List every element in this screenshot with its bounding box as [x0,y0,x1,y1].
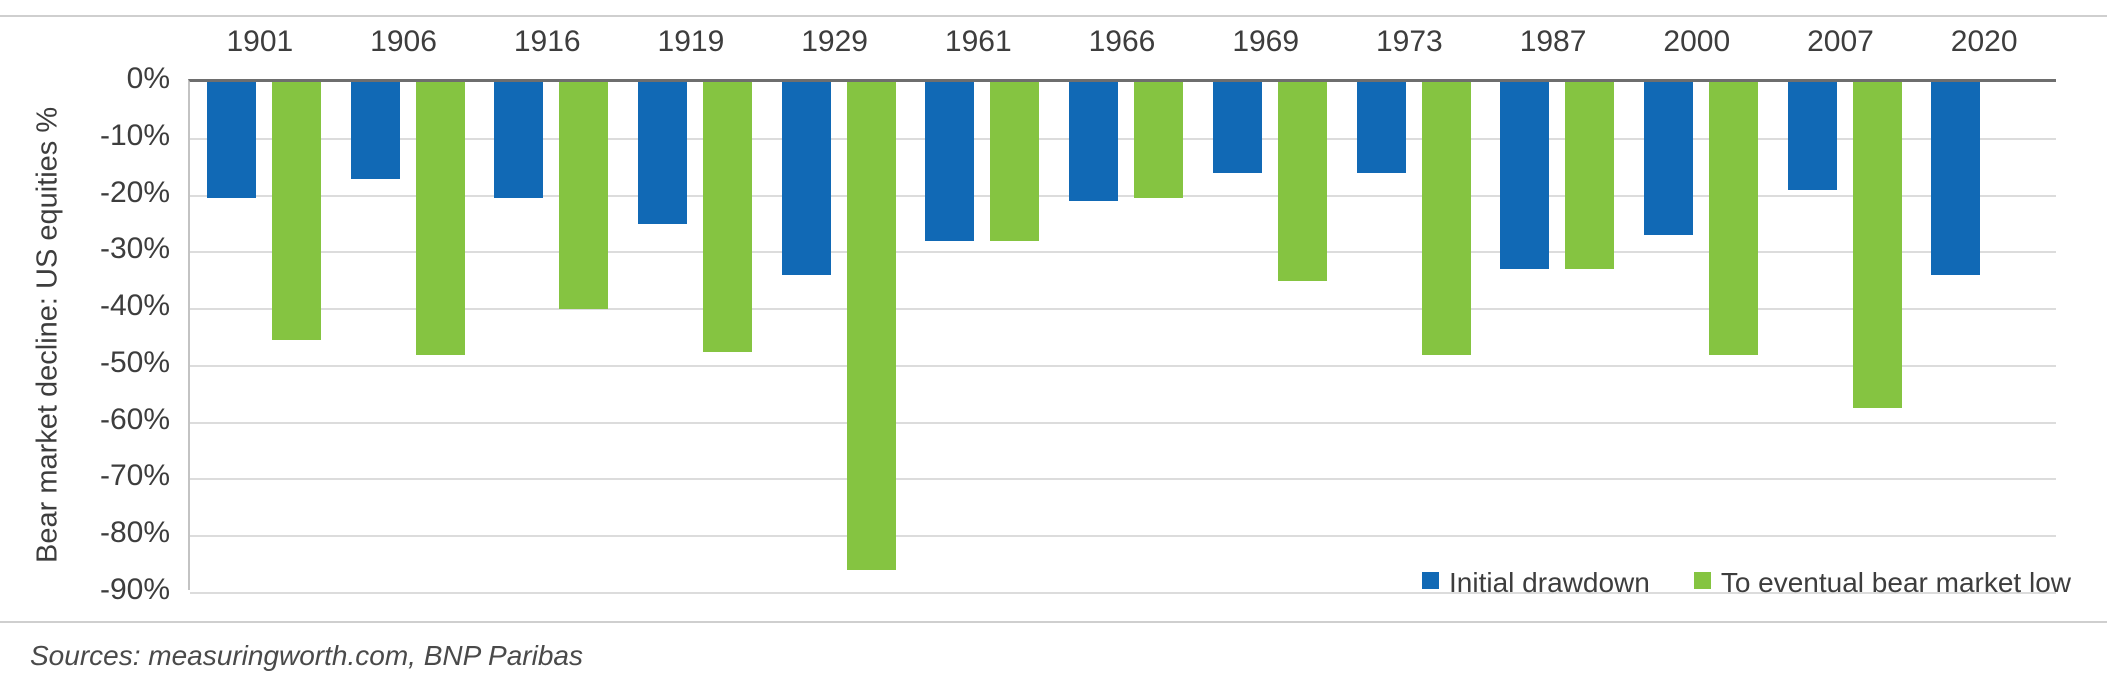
gridline-minus-80 [190,535,2056,538]
year-label-1966: 1966 [1088,25,1156,58]
bar-initial-drawdown-1987 [1500,82,1550,270]
ytick--50pct: -50% [99,345,170,379]
year-label-1969: 1969 [1232,25,1300,58]
gridline-minus-90 [190,592,2056,594]
ytick--70pct: -70% [99,459,170,493]
legend-item-eventual-low: To eventual bear market low [1693,567,2071,599]
gridline-minus-10 [190,137,2056,140]
plot-area [188,79,2056,594]
top-divider [0,15,2107,17]
ytick--90pct: -90% [99,573,170,606]
ytick--10pct: -10% [99,118,170,152]
ytick--60pct: -60% [99,402,170,436]
year-label-2000: 2000 [1663,25,1731,58]
bar-initial-drawdown-2007 [1787,82,1837,190]
year-label-1961: 1961 [944,25,1012,58]
bar-initial-drawdown-1906 [350,82,400,179]
bar-initial-drawdown-1916 [494,82,544,199]
y-axis-title: Bear market decline: US equities % [31,106,64,563]
ytick-0pct: 0% [126,62,170,95]
bar-eventual-low-1906 [415,82,465,355]
year-label-1906: 1906 [370,25,437,58]
bar-initial-drawdown-2020 [1931,82,1981,276]
bar-eventual-low-1919 [703,82,753,352]
gridline-minus-30 [190,251,2056,254]
legend-swatch-initial-drawdown [1422,571,1440,589]
gridline-minus-60 [190,421,2056,424]
bar-eventual-low-1987 [1565,82,1615,270]
bar-initial-drawdown-1901 [207,82,256,199]
ytick--30pct: -30% [99,232,170,266]
year-label-1987: 1987 [1519,25,1587,58]
bar-eventual-low-2000 [1708,82,1758,355]
ytick--20pct: -20% [99,175,170,209]
bar-initial-drawdown-1966 [1069,82,1119,202]
gridline-minus-70 [190,478,2056,481]
bar-eventual-low-1901 [272,82,321,341]
legend: Initial drawdown To eventual bear market… [1422,567,2071,599]
year-label-1973: 1973 [1376,25,1443,58]
bar-eventual-low-1969 [1277,82,1327,281]
bar-initial-drawdown-1929 [781,82,831,276]
legend-label-eventual-low: To eventual bear market low [1720,567,2071,598]
bar-eventual-low-2007 [1852,82,1902,409]
year-label-1929: 1929 [801,25,868,58]
bar-initial-drawdown-1919 [638,82,688,224]
gridline-minus-40 [190,308,2056,311]
bar-initial-drawdown-1969 [1212,82,1262,173]
gridline-minus-20 [190,194,2056,197]
year-label-1919: 1919 [657,25,725,58]
bar-initial-drawdown-1973 [1356,82,1406,173]
bar-eventual-low-1973 [1421,82,1471,355]
bar-eventual-low-1961 [990,82,1040,241]
bottom-divider [0,621,2107,623]
bar-eventual-low-1966 [1134,82,1184,199]
bar-initial-drawdown-1961 [925,82,975,241]
source-note: Sources: measuringworth.com, BNP Paribas [30,640,583,671]
gridline-minus-50 [190,364,2056,367]
year-label-1901: 1901 [226,25,294,58]
bar-eventual-low-1916 [559,82,609,310]
legend-item-initial-drawdown: Initial drawdown [1422,567,1650,599]
year-label-2007: 2007 [1807,25,1874,58]
legend-swatch-eventual-low [1693,571,1711,589]
bar-initial-drawdown-2000 [1643,82,1693,236]
ytick--40pct: -40% [99,289,170,323]
legend-label-initial-drawdown: Initial drawdown [1449,567,1650,598]
year-label-1916: 1916 [513,25,581,58]
bar-eventual-low-1929 [846,82,896,571]
ytick--80pct: -80% [99,516,170,550]
year-label-2020: 2020 [1950,25,2018,58]
